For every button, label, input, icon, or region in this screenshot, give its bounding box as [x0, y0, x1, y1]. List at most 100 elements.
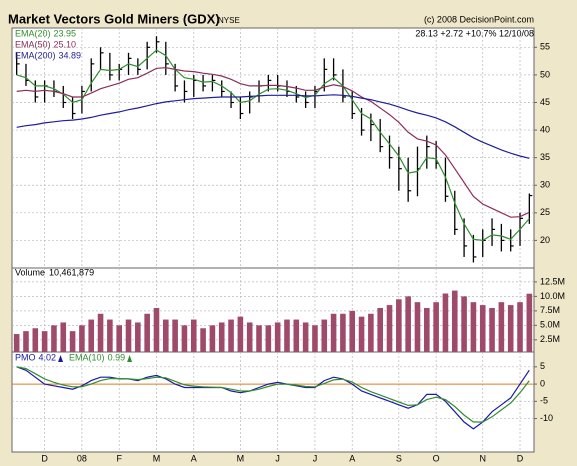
series-line — [16, 94, 530, 159]
volume-bar — [163, 319, 169, 352]
volume-bar — [414, 302, 421, 352]
series-line — [16, 67, 530, 218]
volume-bar — [507, 305, 514, 352]
volume-bar — [302, 322, 309, 352]
volume-bar — [330, 313, 337, 352]
volume-bar — [97, 313, 104, 352]
volume-bar — [517, 302, 523, 352]
volume-bar — [479, 305, 486, 352]
volume-bar — [209, 325, 216, 352]
panel-title: Volume — [15, 267, 45, 277]
volume-bar — [13, 334, 20, 352]
volume-bar — [265, 325, 272, 352]
y-tick-label: -5 — [540, 396, 548, 406]
volume-bar — [526, 293, 533, 352]
volume-bar — [433, 302, 439, 352]
volume-bar — [368, 313, 374, 352]
plot-area — [11, 27, 535, 453]
y-tick-label: 7.5M — [540, 305, 560, 315]
volume-bar — [190, 319, 197, 352]
volume-bar — [246, 322, 253, 352]
legend-value: 23.95 — [54, 28, 77, 38]
x-tick-label: D — [517, 453, 524, 463]
x-tick-label: A — [349, 453, 355, 463]
x-tick-label: O — [433, 453, 440, 463]
volume-bar — [396, 299, 402, 352]
volume-bar — [51, 325, 57, 352]
source: (c) 2008 DecisionPoint.com — [424, 14, 534, 24]
volume-bar — [88, 319, 95, 352]
volume-bar — [424, 307, 430, 352]
series-line — [16, 49, 530, 242]
y-tick-label: 35 — [540, 152, 550, 162]
x-tick-label: 08 — [77, 453, 87, 463]
volume-bar — [386, 305, 393, 352]
y-tick-label: 50 — [540, 69, 550, 79]
y-tick-label: 5 — [540, 361, 545, 371]
x-tick-label: D — [41, 453, 48, 463]
volume-bar — [116, 325, 122, 352]
volume-bar — [284, 319, 290, 352]
volume-bar — [69, 331, 76, 352]
volume-bar — [172, 319, 178, 352]
y-tick-label: 55 — [540, 42, 550, 52]
up-arrow — [58, 355, 64, 362]
y-tick-label: 0 — [540, 378, 545, 388]
y-tick-label: 40 — [540, 124, 550, 134]
y-tick-label: -10 — [540, 413, 553, 423]
volume-bar — [312, 325, 318, 352]
series-line — [16, 366, 530, 423]
legend-name: EMA(200) — [15, 50, 56, 60]
volume-bar — [442, 293, 449, 352]
volume-bar — [237, 316, 244, 352]
legend-name: EMA(50) — [15, 39, 51, 49]
volume-bar — [125, 319, 132, 352]
volume-bar — [340, 313, 346, 352]
panel-value: 10,461,879 — [49, 267, 94, 277]
volume-bar — [79, 325, 85, 352]
volume-bar — [470, 302, 477, 352]
volume-bar — [153, 307, 160, 352]
y-tick-label: 2.5M — [540, 334, 560, 344]
y-tick-label: 20 — [540, 235, 550, 245]
volume-bar — [349, 310, 356, 352]
legend-value: 34.89 — [59, 50, 82, 60]
volume-bar — [60, 322, 67, 352]
x-tick-label: N — [479, 453, 486, 463]
y-tick-label: 5.0M — [540, 320, 560, 330]
volume-bar — [228, 319, 234, 352]
x-tick-label: S — [396, 453, 402, 463]
volume-bar — [451, 290, 458, 352]
volume-bar — [321, 319, 328, 352]
legend-name: EMA(20) — [15, 28, 51, 38]
volume-bar — [144, 313, 150, 352]
volume-bar — [498, 302, 505, 352]
y-tick-label: 12.5M — [540, 276, 565, 286]
volume-bar — [274, 322, 281, 352]
volume-bar — [489, 307, 495, 352]
x-tick-label: M — [153, 453, 161, 463]
volume-bar — [218, 322, 225, 352]
volume-bar — [181, 325, 188, 352]
y-tick-label: 45 — [540, 97, 550, 107]
legend-value: 0.99 — [108, 352, 126, 362]
volume-bar — [358, 316, 365, 352]
x-tick-label: F — [116, 453, 122, 463]
x-tick-label: J — [313, 453, 318, 463]
volume-bar — [41, 331, 48, 352]
volume-bar — [256, 325, 262, 352]
legend-value: 25.10 — [54, 39, 77, 49]
volume-bar — [405, 296, 411, 352]
exchange: NYSE — [218, 16, 240, 25]
volume-bar — [107, 319, 113, 352]
legend-value: 4.02 — [39, 352, 57, 362]
y-tick-label: 25 — [540, 207, 550, 217]
legend-name: PMO — [15, 352, 36, 362]
x-tick-label: M — [237, 453, 245, 463]
y-tick-label: 10.0M — [540, 291, 565, 301]
volume-bar — [135, 322, 141, 352]
x-tick-label: A — [191, 453, 197, 463]
x-tick-label: J — [275, 453, 280, 463]
series-line — [16, 366, 530, 430]
